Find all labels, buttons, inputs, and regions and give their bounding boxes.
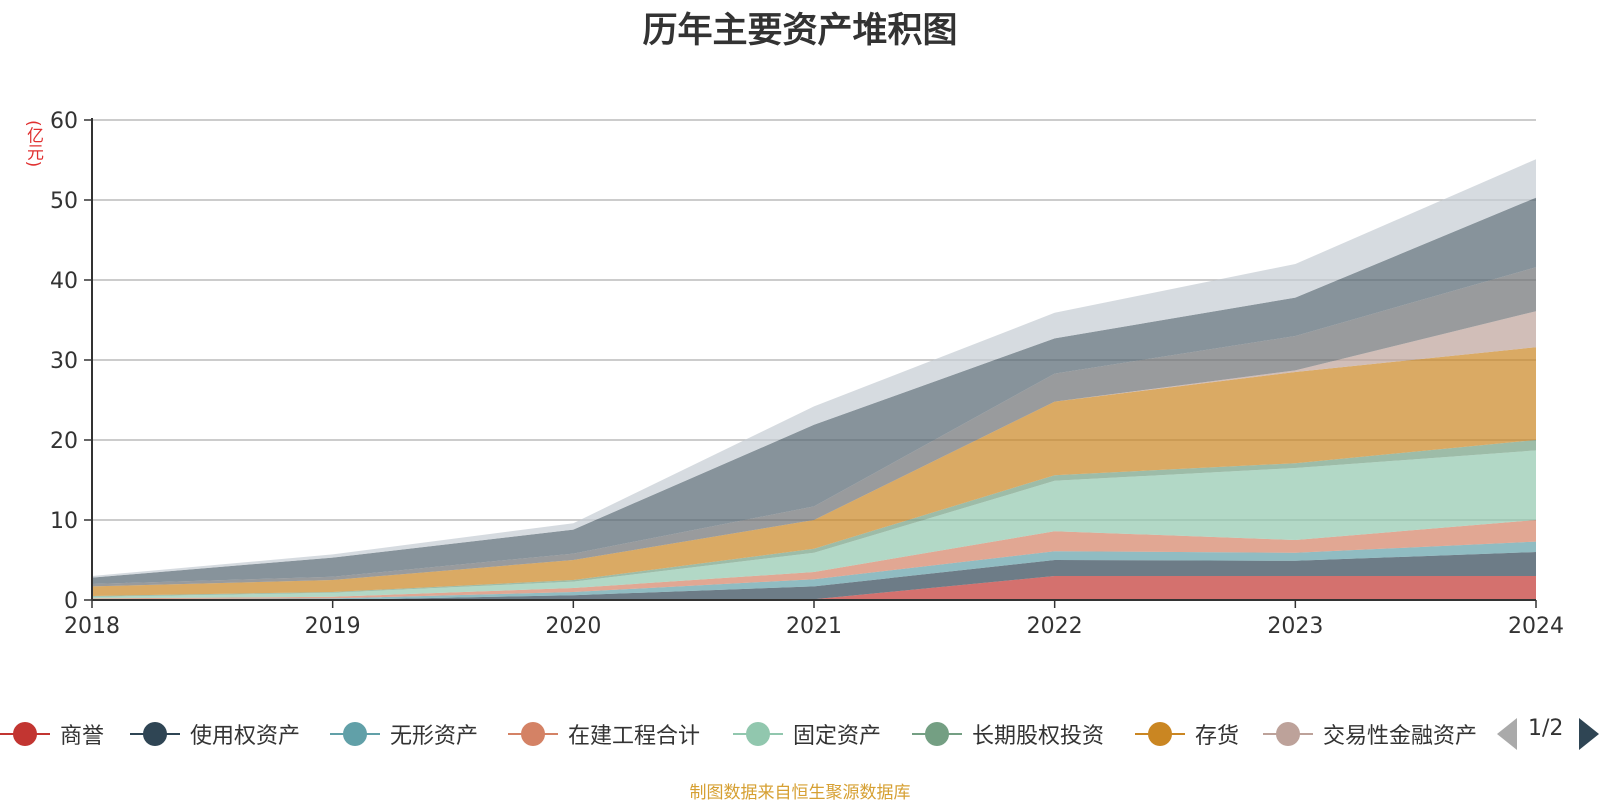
chart-title: 历年主要资产堆积图 bbox=[642, 11, 958, 51]
circle-marker-icon bbox=[1135, 719, 1185, 749]
chart-plot-area: 0 10 20 30 40 50 60 2018 2019 2020 2021 2022 2023 202… bbox=[50, 109, 1564, 639]
x-tick-label: 2023 bbox=[1267, 614, 1323, 639]
y-tick-label: 10 bbox=[50, 509, 78, 534]
legend-item-label: 无形资产 bbox=[390, 724, 479, 749]
x-tick-label: 2020 bbox=[545, 614, 601, 639]
stacked-areas bbox=[92, 159, 1536, 600]
circle-marker-icon bbox=[1263, 719, 1313, 749]
area-series-长期股权投资[interactable] bbox=[92, 440, 1536, 597]
area-series-商誉[interactable] bbox=[92, 576, 1536, 600]
circle-marker-icon bbox=[508, 719, 558, 749]
axes: 0 10 20 30 40 50 60 2018 2019 2020 2021 2022 2023 202… bbox=[50, 109, 1564, 639]
area-series-使用权资产[interactable] bbox=[92, 552, 1536, 600]
x-tick-label: 2019 bbox=[305, 614, 361, 639]
legend-next-page-button[interactable] bbox=[1579, 718, 1599, 750]
y-tick-label: 20 bbox=[50, 429, 78, 454]
x-tick-label: 2021 bbox=[786, 614, 842, 639]
x-tick-label: 2018 bbox=[64, 614, 120, 639]
legend-item[interactable]: 交易性金融资产 bbox=[1263, 712, 1477, 756]
area-series-存货[interactable] bbox=[92, 347, 1536, 596]
legend-item-label: 固定资产 bbox=[793, 724, 882, 749]
legend-item[interactable]: 无形资产 bbox=[330, 712, 478, 756]
legend-item-label: 在建工程合计 bbox=[568, 724, 701, 749]
legend-item-label: 商誉 bbox=[60, 724, 105, 749]
y-tick-label: 30 bbox=[50, 349, 78, 374]
area-series-无形资产[interactable] bbox=[92, 541, 1536, 600]
circle-marker-icon bbox=[733, 719, 783, 749]
legend-item-label: 交易性金融资产 bbox=[1323, 724, 1478, 749]
legend-prev-page-button[interactable] bbox=[1497, 718, 1517, 750]
circle-marker-icon bbox=[0, 719, 50, 749]
x-tick-label: 2022 bbox=[1027, 614, 1083, 639]
legend-item[interactable]: 商誉 bbox=[0, 712, 104, 756]
source-note: 制图数据来自恒生聚源数据库 bbox=[689, 783, 911, 803]
legend-item[interactable]: 长期股权投资 bbox=[912, 712, 1104, 756]
legend: 商誉 使用权资产 无形资产 在建工程合计 固定资产 长期股权投资 存货 交易性金融资产 bbox=[0, 712, 1600, 756]
area-series-在建工程合计[interactable] bbox=[92, 520, 1536, 600]
legend-page-indicator: 1/2 bbox=[1528, 716, 1564, 741]
circle-marker-icon bbox=[912, 719, 962, 749]
y-axis-unit-label: (亿元) bbox=[23, 120, 43, 168]
y-tick-label: 40 bbox=[50, 269, 78, 294]
y-tick-label: 50 bbox=[50, 189, 78, 214]
legend-item[interactable]: 在建工程合计 bbox=[508, 712, 700, 756]
legend-item[interactable]: 固定资产 bbox=[733, 712, 881, 756]
circle-marker-icon bbox=[130, 719, 180, 749]
legend-item-label: 存货 bbox=[1195, 724, 1240, 749]
y-tick-label: 60 bbox=[50, 109, 78, 134]
legend-item[interactable]: 使用权资产 bbox=[130, 712, 300, 756]
legend-item[interactable]: 存货 bbox=[1135, 712, 1239, 756]
legend-item-label: 使用权资产 bbox=[190, 724, 301, 749]
x-tick-label: 2024 bbox=[1508, 614, 1564, 639]
area-series-固定资产[interactable] bbox=[92, 450, 1536, 599]
legend-item-label: 长期股权投资 bbox=[972, 724, 1105, 749]
circle-marker-icon bbox=[330, 719, 380, 749]
y-tick-label: 0 bbox=[64, 589, 78, 614]
